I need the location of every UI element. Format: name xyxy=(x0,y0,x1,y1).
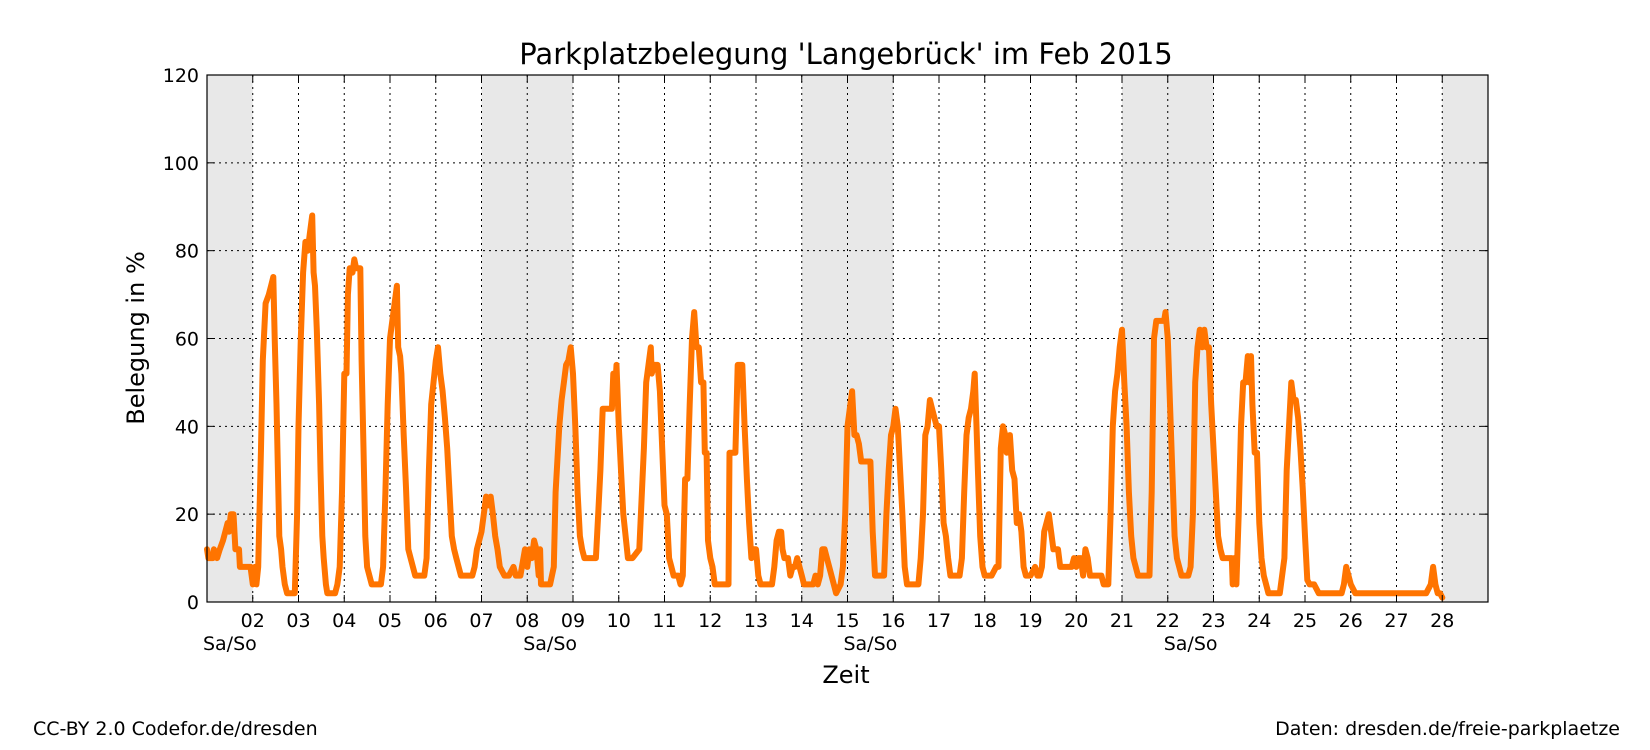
x-tick-label: 11 xyxy=(652,610,676,632)
x-tick-label: 21 xyxy=(1110,610,1134,632)
y-tick-label: 100 xyxy=(163,153,199,175)
x-tick-label: 13 xyxy=(744,610,768,632)
weekend-label: Sa/So xyxy=(843,633,897,655)
y-tick-label: 0 xyxy=(187,592,199,614)
x-tick-label: 19 xyxy=(1018,610,1042,632)
x-axis-label: Zeit xyxy=(822,661,869,689)
x-tick-label: 18 xyxy=(973,610,997,632)
x-tick-label: 07 xyxy=(469,610,493,632)
x-tick-label: 22 xyxy=(1156,610,1180,632)
x-tick-label: 26 xyxy=(1339,610,1363,632)
weekend-label: Sa/So xyxy=(523,633,577,655)
x-tick-label: 27 xyxy=(1384,610,1408,632)
y-tick-label: 120 xyxy=(163,65,199,87)
x-tick-label: 20 xyxy=(1064,610,1088,632)
y-tick-label: 20 xyxy=(175,504,199,526)
y-tick-label: 80 xyxy=(175,241,199,263)
x-tick-label: 28 xyxy=(1430,610,1454,632)
weekend-label: Sa/So xyxy=(203,633,257,655)
series-line-layer xyxy=(204,212,1446,601)
y-tick-label: 40 xyxy=(175,416,199,438)
chart-title: Parkplatzbelegung 'Langebrück' im Feb 20… xyxy=(519,37,1173,71)
x-tick-label: 24 xyxy=(1247,610,1271,632)
x-tick-label: 05 xyxy=(378,610,402,632)
x-tick-label: 15 xyxy=(835,610,859,632)
y-tick-label: 60 xyxy=(175,329,199,351)
x-tick-label: 02 xyxy=(241,610,265,632)
x-tick-label: 16 xyxy=(881,610,905,632)
license-credit: CC-BY 2.0 Codefor.de/dresden xyxy=(33,718,318,740)
x-tick-label: 17 xyxy=(927,610,951,632)
weekend-label: Sa/So xyxy=(1164,633,1218,655)
data-source-credit: Daten: dresden.de/freie-parkplaetze xyxy=(1275,718,1620,740)
x-tick-label: 04 xyxy=(332,610,356,632)
x-tick-label: 08 xyxy=(515,610,539,632)
series-line xyxy=(204,212,1446,601)
tick-labels: 02 03 04 05 06 07 08 09 10 11 12 13 14 15 16 17 18 19 20 21… xyxy=(163,65,1455,655)
x-tick-label: 06 xyxy=(424,610,448,632)
x-tick-label: 12 xyxy=(698,610,722,632)
x-tick-label: 23 xyxy=(1201,610,1225,632)
axis-ticks xyxy=(207,74,1488,603)
x-tick-label: 09 xyxy=(561,610,585,632)
x-tick-label: 10 xyxy=(607,610,631,632)
x-tick-label: 14 xyxy=(790,610,814,632)
x-tick-label: 03 xyxy=(286,610,310,632)
x-tick-label: 25 xyxy=(1293,610,1317,632)
y-axis-label: Belegung in % xyxy=(122,251,150,425)
